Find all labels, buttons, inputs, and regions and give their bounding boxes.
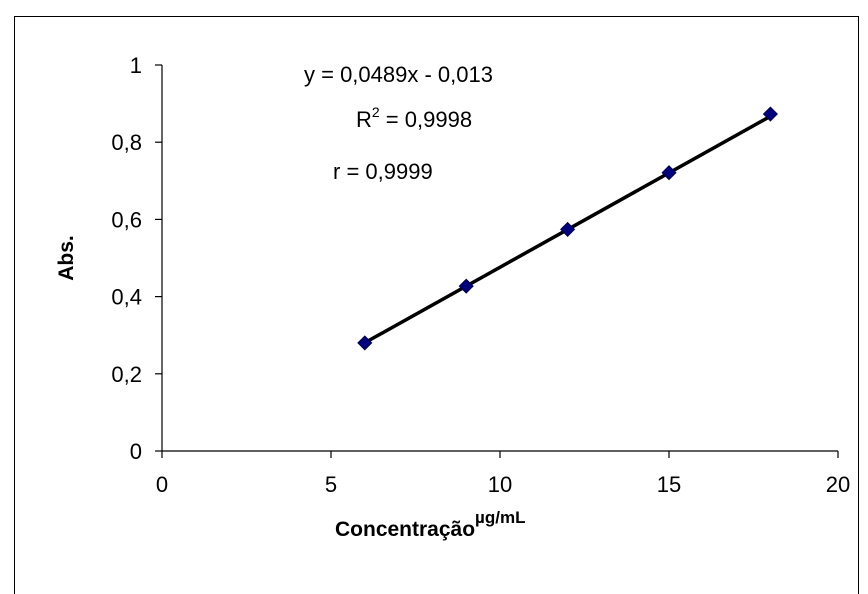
y-tick-label: 0,2	[111, 362, 142, 387]
y-tick-label: 1	[130, 53, 142, 78]
y-tick-label: 0,4	[111, 285, 142, 310]
r-squared-value: = 0,9998	[380, 107, 472, 132]
chart-frame	[14, 16, 859, 594]
x-axis-label-main: Concentração	[335, 518, 475, 541]
x-tick-label: 10	[488, 472, 512, 497]
y-tick-label: 0,8	[111, 130, 142, 155]
y-tick-label: 0,6	[111, 207, 142, 232]
x-axis-ticks: 0 5 10 15 20	[156, 451, 850, 497]
x-tick-label: 20	[826, 472, 850, 497]
data-point	[357, 335, 373, 351]
r-squared-sup: 2	[372, 104, 380, 120]
x-axis-label: Concentraçãoµg/mL	[335, 508, 525, 541]
r-label: r = 0,9999	[333, 159, 433, 184]
y-axis-ticks: 0 0,2 0,4 0,6 0,8 1	[111, 53, 162, 464]
equation-label: y = 0,0489x - 0,013	[304, 62, 493, 87]
data-point	[560, 221, 576, 238]
data-point	[762, 106, 778, 122]
x-tick-label: 0	[156, 472, 168, 497]
r-squared-label: R2 = 0,9998	[356, 104, 472, 132]
data-point	[661, 165, 677, 181]
y-tick-label: 0	[130, 439, 142, 464]
y-axis-label: Abs.	[55, 235, 78, 281]
x-tick-label: 15	[657, 472, 681, 497]
data-point	[458, 278, 474, 294]
data-points	[357, 106, 778, 351]
x-tick-label: 5	[325, 472, 337, 497]
x-axis-label-unit: µg/mL	[475, 508, 525, 527]
r-squared-prefix: R	[356, 107, 372, 132]
